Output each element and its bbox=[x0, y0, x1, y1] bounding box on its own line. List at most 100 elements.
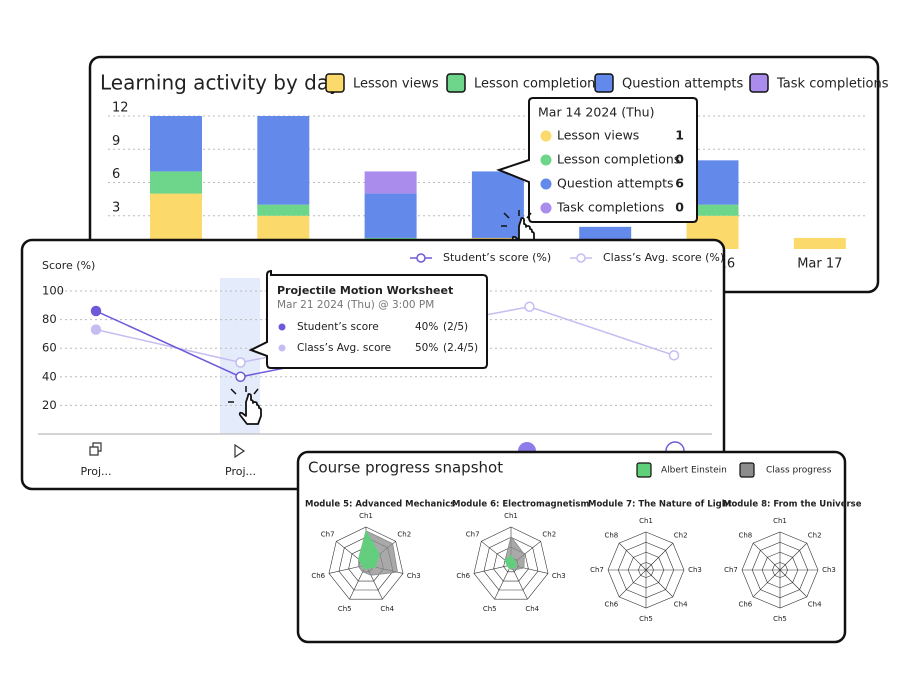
chart-title: Course progress snapshot bbox=[308, 459, 503, 477]
radar-axis-label: Ch6 bbox=[738, 601, 752, 609]
legend-swatch bbox=[446, 73, 466, 93]
tooltip-dot bbox=[278, 344, 286, 352]
radar-spoke bbox=[473, 564, 512, 574]
tooltip-label: Task completions bbox=[556, 200, 664, 215]
radar-spoke bbox=[645, 542, 674, 571]
y-tick-label: 3 bbox=[112, 200, 120, 215]
legend-marker bbox=[416, 253, 426, 263]
y-tick-label: 60 bbox=[42, 341, 57, 355]
radar-axis-label: Ch2 bbox=[674, 531, 688, 539]
cursor-hand bbox=[238, 393, 262, 425]
radar-axis-label: Ch1 bbox=[359, 512, 373, 520]
radar-axis-label: Ch1 bbox=[504, 512, 518, 520]
card-frame bbox=[296, 450, 847, 644]
radar-spoke bbox=[752, 569, 781, 598]
legend-label: Lesson views bbox=[353, 77, 439, 92]
legend-marker bbox=[576, 253, 586, 263]
radar-title: Module 6: Electromagnetism bbox=[452, 500, 589, 510]
progress-card: Course progress snapshot Albert Einstein… bbox=[296, 450, 862, 644]
legend-swatch bbox=[594, 73, 614, 93]
point bbox=[235, 357, 246, 368]
y-tick-label: 9 bbox=[112, 134, 120, 149]
point bbox=[235, 371, 246, 383]
radar-spoke bbox=[494, 564, 512, 600]
radar-spoke bbox=[510, 564, 528, 600]
tooltip-title: Projectile Motion Worksheet bbox=[277, 284, 453, 297]
bar-segment bbox=[793, 237, 846, 249]
y-tick-label: 20 bbox=[42, 398, 57, 412]
legend-swatch bbox=[636, 462, 652, 478]
tooltip-value: 1 bbox=[675, 128, 684, 143]
point bbox=[668, 350, 680, 361]
radar-axis-label: Ch7 bbox=[321, 530, 335, 538]
radar-spoke bbox=[779, 542, 808, 571]
radar-axis-label: Ch3 bbox=[552, 572, 566, 580]
cursor-ray bbox=[526, 212, 532, 219]
radar-spoke bbox=[779, 569, 808, 598]
y-tick-label: 6 bbox=[112, 167, 120, 182]
point bbox=[90, 324, 102, 335]
radar-axis-label: Ch8 bbox=[604, 531, 618, 539]
radar-axis-label: Ch6 bbox=[456, 572, 470, 580]
tooltip-value: 6 bbox=[675, 176, 684, 191]
bar-segment bbox=[257, 116, 310, 205]
cursor-ray bbox=[253, 388, 259, 395]
x-tick-label: Proj... bbox=[81, 465, 112, 478]
legend-label: Class progress bbox=[766, 466, 832, 476]
y-tick-label: 100 bbox=[42, 284, 64, 298]
radar-axis-label: Ch2 bbox=[808, 531, 822, 539]
legend-swatch bbox=[749, 73, 769, 93]
radar-axis-label: Ch1 bbox=[773, 517, 787, 525]
radar-area bbox=[504, 554, 518, 569]
radar-ring bbox=[473, 526, 549, 600]
radar-title: Module 5: Advanced Mechanics bbox=[305, 500, 455, 510]
point bbox=[524, 301, 535, 312]
radar-spoke bbox=[618, 569, 647, 598]
score-card: Score (%) Student’s score (%) Class’s Avg… bbox=[20, 238, 726, 491]
radar-axis-label: Ch4 bbox=[808, 601, 822, 609]
radar-axis-label: Ch4 bbox=[380, 605, 394, 613]
tooltip-value: 0 bbox=[675, 200, 684, 215]
legend-label: Lesson completions bbox=[474, 77, 602, 92]
radar-axis-label: Ch2 bbox=[542, 530, 556, 538]
radar-ring bbox=[328, 526, 404, 600]
tooltip-label: Question attempts bbox=[557, 176, 674, 191]
radar-axis-label: Ch4 bbox=[525, 605, 539, 613]
radar-axis-label: Ch7 bbox=[466, 530, 480, 538]
radar-axis-label: Ch7 bbox=[724, 566, 738, 574]
tooltip-label: Student’s score bbox=[297, 321, 379, 333]
tooltip-value: 40% bbox=[415, 321, 438, 333]
legend-label: Question attempts bbox=[622, 77, 743, 92]
y-tick-label: 12 bbox=[112, 101, 129, 116]
radar-axis-label: Ch7 bbox=[590, 566, 604, 574]
point bbox=[90, 305, 102, 317]
bar-segment bbox=[150, 116, 202, 172]
tooltip-box bbox=[248, 269, 488, 369]
tooltip-dot bbox=[540, 154, 552, 166]
cursor-ray bbox=[503, 212, 510, 219]
activity-card: Learning activity by day Lesson views Les… bbox=[88, 55, 889, 294]
bar-segment bbox=[257, 204, 310, 216]
tooltip-dot bbox=[278, 323, 286, 331]
radar-axis-label: Ch1 bbox=[639, 517, 653, 525]
tooltip: Projectile Motion Worksheet Mar 21 2024 (… bbox=[248, 269, 488, 369]
y-tick-label: 80 bbox=[42, 312, 57, 326]
legend-label: Task completions bbox=[776, 77, 889, 92]
tooltip-dot bbox=[540, 130, 552, 142]
y-axis-label: Score (%) bbox=[42, 259, 95, 272]
radar-title: Module 8: From the Universe bbox=[723, 500, 862, 510]
module-icon bbox=[234, 443, 246, 459]
radar-axis-label: Ch3 bbox=[688, 566, 702, 574]
radar-title: Module 7: The Nature of Light bbox=[588, 500, 732, 510]
legend-label: Class’s Avg. score (%) bbox=[603, 251, 724, 264]
legend-label: Albert Einstein bbox=[661, 466, 727, 476]
legend-label: Student’s score (%) bbox=[443, 251, 551, 264]
bar-segment bbox=[364, 171, 417, 194]
radar-axis-label: Ch8 bbox=[738, 531, 752, 539]
tooltip: Mar 14 2024 (Thu) Lesson views 1 Lesson com… bbox=[496, 97, 698, 223]
radar-ring bbox=[483, 536, 539, 591]
x-tick-label: Mar 17 bbox=[797, 257, 842, 272]
tooltip-detail: (2.4/5) bbox=[443, 342, 478, 354]
tooltip-dot bbox=[540, 178, 552, 190]
